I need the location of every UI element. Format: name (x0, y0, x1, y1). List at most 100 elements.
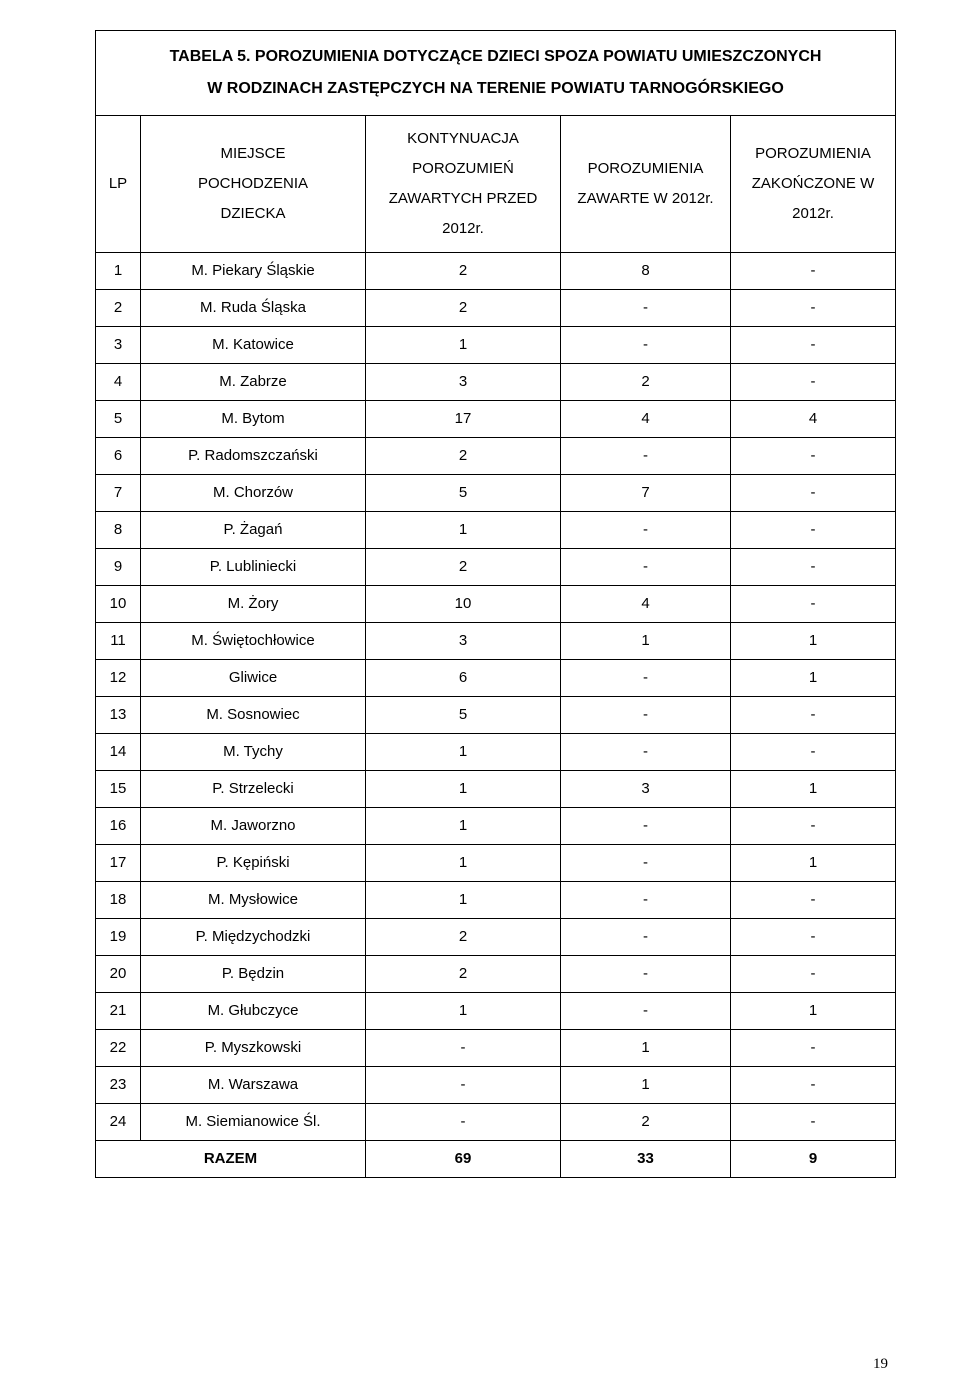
cell-lp: 17 (96, 845, 141, 882)
cell-cont: 2 (366, 438, 561, 475)
cell-lp: 11 (96, 623, 141, 660)
table-row: 22P. Myszkowski-1- (96, 1030, 896, 1067)
table-row: 2M. Ruda Śląska2-- (96, 290, 896, 327)
cell-zaw: - (561, 327, 731, 364)
table-row: 19P. Międzychodzki2-- (96, 919, 896, 956)
header-zak-l2: ZAKOŃCZONE W (752, 175, 875, 192)
cell-name: M. Katowice (141, 327, 366, 364)
table-row: 1M. Piekary Śląskie28- (96, 253, 896, 290)
cell-lp: 1 (96, 253, 141, 290)
header-continuation: KONTYNUACJA POROZUMIEŃ ZAWARTYCH PRZED 2… (366, 116, 561, 253)
cell-cont: 1 (366, 771, 561, 808)
page-number: 19 (873, 1356, 888, 1373)
cell-zak: - (731, 253, 896, 290)
cell-cont: 1 (366, 512, 561, 549)
page: TABELA 5. POROZUMIENIA DOTYCZĄCE DZIECI … (0, 0, 960, 1391)
cell-cont: 1 (366, 845, 561, 882)
cell-name: M. Warszawa (141, 1067, 366, 1104)
table-row: 23M. Warszawa-1- (96, 1067, 896, 1104)
cell-lp: 5 (96, 401, 141, 438)
cell-name: M. Żory (141, 586, 366, 623)
cell-name: P. Lubliniecki (141, 549, 366, 586)
cell-zak: - (731, 734, 896, 771)
cell-zaw: - (561, 290, 731, 327)
cell-cont: - (366, 1067, 561, 1104)
cell-zaw: 7 (561, 475, 731, 512)
cell-name: M. Bytom (141, 401, 366, 438)
cell-name: P. Myszkowski (141, 1030, 366, 1067)
cell-lp: 8 (96, 512, 141, 549)
cell-cont: 3 (366, 364, 561, 401)
cell-name: P. Radomszczański (141, 438, 366, 475)
cell-lp: 4 (96, 364, 141, 401)
cell-lp: 22 (96, 1030, 141, 1067)
cell-lp: 7 (96, 475, 141, 512)
table-row: 20P. Będzin2-- (96, 956, 896, 993)
cell-name: M. Świętochłowice (141, 623, 366, 660)
header-ended: POROZUMIENIA ZAKOŃCZONE W 2012r. (731, 116, 896, 253)
cell-zaw: 4 (561, 401, 731, 438)
cell-cont: 1 (366, 993, 561, 1030)
cell-cont: 2 (366, 549, 561, 586)
table-row: 4M. Zabrze32- (96, 364, 896, 401)
cell-name: M. Jaworzno (141, 808, 366, 845)
table-row: 5M. Bytom1744 (96, 401, 896, 438)
cell-zak: 1 (731, 660, 896, 697)
table-body: 1M. Piekary Śląskie28-2M. Ruda Śląska2--… (96, 253, 896, 1141)
cell-name: P. Będzin (141, 956, 366, 993)
cell-cont: 1 (366, 808, 561, 845)
header-zak-l3: 2012r. (792, 205, 834, 222)
cell-cont: 2 (366, 919, 561, 956)
table-row: 24M. Siemianowice Śl.-2- (96, 1104, 896, 1141)
cell-zaw: - (561, 438, 731, 475)
title-row: TABELA 5. POROZUMIENIA DOTYCZĄCE DZIECI … (96, 31, 896, 116)
cell-zaw: - (561, 882, 731, 919)
cell-cont: 10 (366, 586, 561, 623)
cell-name: M. Sosnowiec (141, 697, 366, 734)
cell-zak: - (731, 697, 896, 734)
title-line-1: TABELA 5. POROZUMIENIA DOTYCZĄCE DZIECI … (170, 48, 822, 65)
cell-zak: 1 (731, 771, 896, 808)
cell-name: P. Strzelecki (141, 771, 366, 808)
header-lp: LP (96, 116, 141, 253)
table-row: 11M. Świętochłowice311 (96, 623, 896, 660)
cell-zak: - (731, 364, 896, 401)
header-concluded: POROZUMIENIA ZAWARTE W 2012r. (561, 116, 731, 253)
cell-lp: 14 (96, 734, 141, 771)
cell-cont: 1 (366, 734, 561, 771)
cell-lp: 21 (96, 993, 141, 1030)
cell-zak: - (731, 919, 896, 956)
cell-lp: 16 (96, 808, 141, 845)
cell-lp: 18 (96, 882, 141, 919)
table-row: 6P. Radomszczański2-- (96, 438, 896, 475)
cell-lp: 15 (96, 771, 141, 808)
cell-cont: 5 (366, 697, 561, 734)
header-origin-l1: MIEJSCE (220, 145, 285, 162)
cell-name: M. Piekary Śląskie (141, 253, 366, 290)
table-title: TABELA 5. POROZUMIENIA DOTYCZĄCE DZIECI … (96, 31, 896, 116)
cell-name: M. Głubczyce (141, 993, 366, 1030)
cell-cont: 1 (366, 882, 561, 919)
total-cont: 69 (366, 1141, 561, 1178)
cell-lp: 2 (96, 290, 141, 327)
cell-lp: 3 (96, 327, 141, 364)
cell-zaw: - (561, 993, 731, 1030)
cell-zak: 1 (731, 845, 896, 882)
cell-zaw: 3 (561, 771, 731, 808)
cell-name: P. Żagań (141, 512, 366, 549)
data-table: TABELA 5. POROZUMIENIA DOTYCZĄCE DZIECI … (95, 30, 896, 1178)
cell-zak: - (731, 327, 896, 364)
cell-lp: 6 (96, 438, 141, 475)
header-origin-l2: POCHODZENIA (198, 175, 308, 192)
cell-name: P. Międzychodzki (141, 919, 366, 956)
cell-name: M. Siemianowice Śl. (141, 1104, 366, 1141)
table-row: 14M. Tychy1-- (96, 734, 896, 771)
cell-zaw: 1 (561, 623, 731, 660)
cell-zak: 1 (731, 993, 896, 1030)
table-row: 17P. Kępiński1-1 (96, 845, 896, 882)
cell-cont: 1 (366, 327, 561, 364)
cell-cont: 6 (366, 660, 561, 697)
table-row: 12Gliwice6-1 (96, 660, 896, 697)
cell-zaw: 2 (561, 364, 731, 401)
cell-zaw: 2 (561, 1104, 731, 1141)
